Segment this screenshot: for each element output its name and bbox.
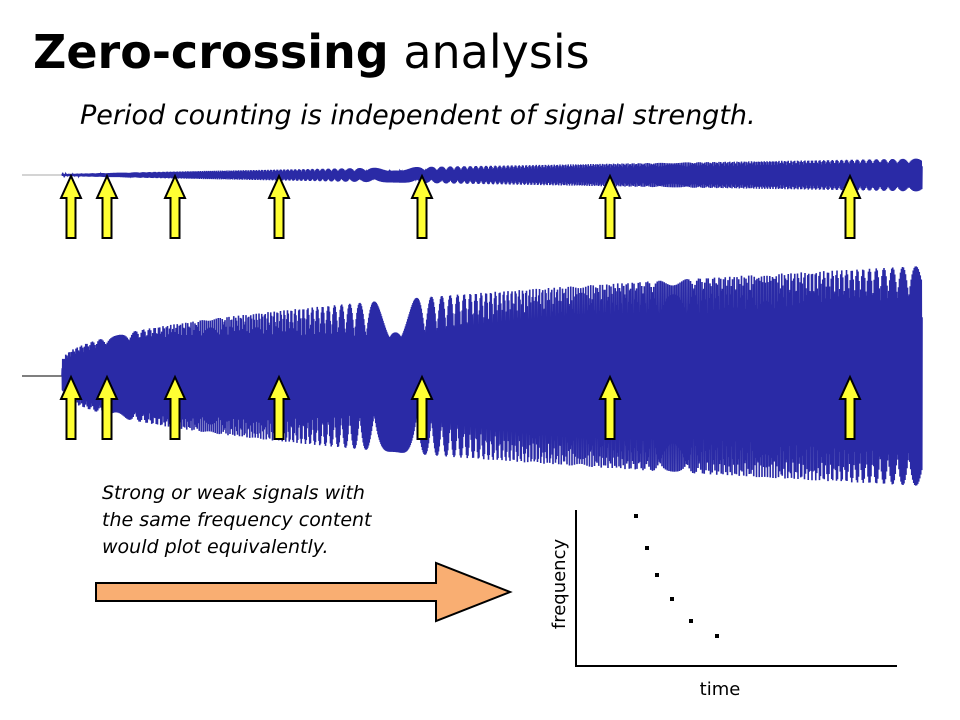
- weak-signal-wave: [61, 158, 923, 192]
- title-bold: Zero-crossing: [33, 25, 389, 79]
- zero-crossing-arrow: [95, 173, 119, 239]
- weak-signal-arrows: [59, 173, 862, 239]
- zero-crossing-arrow: [267, 173, 291, 239]
- zero-crossing-arrow: [410, 374, 434, 440]
- strong-signal-wave: [61, 266, 923, 486]
- zero-crossing-arrow: [59, 173, 83, 239]
- note-line: the same frequency content: [102, 509, 372, 531]
- plot-dot: [645, 546, 649, 550]
- plot-x-label: time: [699, 679, 741, 700]
- weak-signal-panel: [22, 158, 923, 239]
- note-line: Strong or weak signals with: [102, 482, 365, 504]
- zero-crossing-arrow: [59, 374, 83, 440]
- plot-dot: [634, 514, 638, 518]
- plot-dot: [655, 573, 659, 577]
- zero-crossing-arrow: [163, 173, 187, 239]
- zero-crossing-arrow: [838, 374, 862, 440]
- frequency-time-plot: [575, 510, 897, 667]
- zero-crossing-arrow: [838, 173, 862, 239]
- zero-crossing-arrow: [95, 374, 119, 440]
- plot-dot: [689, 619, 693, 623]
- big-right-arrow: [95, 561, 513, 623]
- title-normal: analysis: [403, 25, 590, 79]
- plot-y-label: frequency: [549, 538, 570, 630]
- zero-crossing-arrow: [163, 374, 187, 440]
- strong-signal-arrows: [59, 374, 862, 440]
- zero-crossing-arrow: [598, 374, 622, 440]
- subtitle: Period counting is independent of signal…: [80, 100, 756, 131]
- plot-dot: [670, 597, 674, 601]
- zero-crossing-arrow: [410, 173, 434, 239]
- page-title: Zero-crossing analysis: [33, 20, 590, 84]
- note-text: Strong or weak signals with the same fre…: [102, 480, 502, 561]
- zero-crossing-arrow: [267, 374, 291, 440]
- zero-crossing-arrow: [598, 173, 622, 239]
- note-line: would plot equivalently.: [102, 536, 329, 558]
- strong-signal-panel: [22, 266, 923, 486]
- plot-dot: [715, 634, 719, 638]
